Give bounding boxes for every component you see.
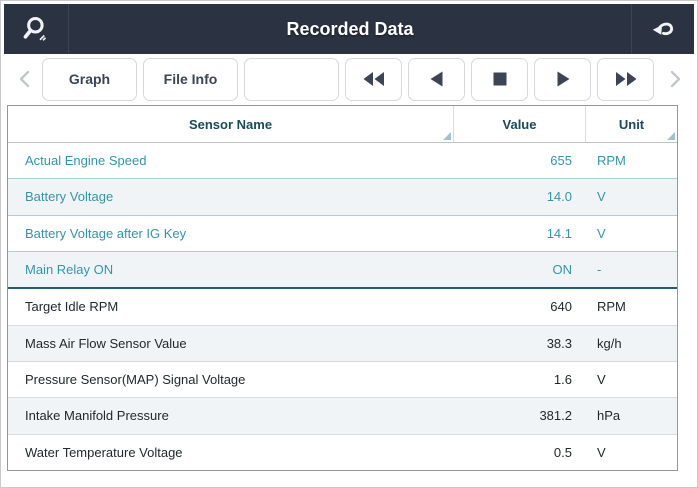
table-row[interactable]: Pressure Sensor(MAP) Signal Voltage 1.6 … [8, 361, 677, 399]
file-info-button[interactable]: File Info [143, 57, 238, 101]
table-row[interactable]: Actual Engine Speed 655 RPM [8, 143, 677, 180]
rewind-icon [361, 68, 387, 90]
sensor-value: 38.3 [546, 335, 572, 351]
sensor-unit: kg/h [597, 335, 622, 351]
sensor-name: Battery Voltage [25, 189, 114, 205]
stop-button[interactable] [471, 57, 528, 101]
sensor-value: 381.2 [539, 408, 572, 424]
column-label: Sensor Name [188, 116, 273, 132]
column-header-unit[interactable]: Unit [585, 106, 677, 142]
table-row[interactable]: Water Temperature Voltage 0.5 V [8, 434, 677, 470]
rewind-button[interactable] [345, 57, 402, 101]
column-resize-grip-icon[interactable] [443, 132, 451, 140]
sensor-name: Battery Voltage after IG Key [25, 225, 187, 241]
sensor-unit: V [597, 444, 606, 460]
title-bar: Recorded Data [4, 4, 694, 54]
sensor-value: 1.6 [553, 372, 572, 388]
scroll-right-button[interactable] [664, 58, 686, 101]
play-icon [552, 68, 574, 90]
page-title: Recorded Data [286, 18, 414, 39]
play-reverse-button[interactable] [408, 57, 465, 101]
sensor-unit: RPM [597, 299, 626, 315]
fast-forward-icon [613, 68, 639, 90]
table-row[interactable]: Mass Air Flow Sensor Value 38.3 kg/h [8, 325, 677, 362]
sensor-unit: V [597, 225, 606, 241]
sensor-name: Water Temperature Voltage [25, 444, 183, 460]
toolbar: Graph File Info [4, 54, 694, 104]
column-label: Value [502, 116, 537, 132]
sensor-name: Target Idle RPM [25, 299, 119, 315]
table-header: Sensor Name Value Unit [8, 106, 677, 143]
sensor-unit: - [597, 262, 602, 278]
search-icon [21, 14, 51, 44]
column-header-value[interactable]: Value [453, 106, 585, 142]
return-icon [648, 14, 678, 44]
sensor-name: Intake Manifold Pressure [25, 408, 169, 424]
sensor-unit: V [597, 372, 606, 388]
fast-forward-button[interactable] [597, 57, 654, 101]
table-body: Actual Engine Speed 655 RPM Battery Volt… [8, 143, 677, 470]
search-button[interactable] [4, 4, 69, 54]
sensor-unit: RPM [597, 153, 626, 169]
table-row[interactable]: Main Relay ON ON - [8, 251, 677, 290]
play-button[interactable] [534, 57, 591, 101]
sensor-unit: hPa [597, 408, 621, 424]
sensor-name: Mass Air Flow Sensor Value [25, 335, 187, 351]
sensor-value: 14.0 [546, 189, 572, 205]
sensor-name: Actual Engine Speed [25, 153, 147, 169]
table-row[interactable]: Target Idle RPM 640 RPM [8, 289, 677, 326]
sensor-table: Sensor Name Value Unit Actual Engine Spe… [7, 105, 678, 471]
table-row[interactable]: Battery Voltage 14.0 V [8, 179, 677, 216]
sensor-value: ON [552, 262, 573, 278]
table-row[interactable]: Battery Voltage after IG Key 14.1 V [8, 215, 677, 252]
sensor-name: Pressure Sensor(MAP) Signal Voltage [25, 372, 246, 388]
sensor-unit: V [597, 189, 606, 205]
sensor-value: 0.5 [553, 444, 572, 460]
sensor-value: 14.1 [546, 225, 572, 241]
column-header-sensor-name[interactable]: Sensor Name [8, 106, 453, 142]
stop-icon [489, 68, 511, 90]
scroll-left-button[interactable] [14, 58, 36, 101]
chevron-left-icon [16, 68, 34, 90]
column-label: Unit [618, 116, 645, 132]
empty-button[interactable] [244, 57, 339, 101]
table-row[interactable]: Intake Manifold Pressure 381.2 hPa [8, 398, 677, 435]
sensor-value: 640 [550, 299, 572, 315]
column-resize-grip-icon[interactable] [667, 132, 675, 140]
play-reverse-icon [426, 68, 448, 90]
sensor-value: 655 [550, 153, 572, 169]
sensor-name: Main Relay ON [25, 262, 114, 278]
return-button[interactable] [631, 4, 694, 54]
chevron-right-icon [666, 68, 684, 90]
graph-button[interactable]: Graph [42, 57, 137, 101]
